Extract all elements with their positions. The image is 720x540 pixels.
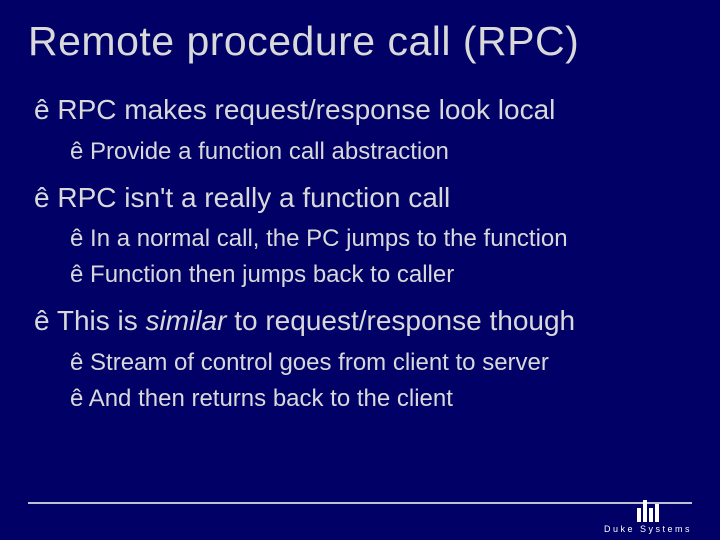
bullet-glyph: ê [70,261,83,288]
section-1: ê RPC makes request/response look local … [28,93,692,167]
bullet-glyph: ê [34,305,50,336]
bullet-text-pre: This is [57,305,146,336]
bullet-text: And then returns back to the client [89,385,453,412]
logo: Duke Systems [604,498,692,534]
bullet-text: Provide a function call abstraction [90,138,449,165]
bullet-glyph: ê [70,138,83,165]
logo-icon [637,498,659,522]
bullet-sub: ê And then returns back to the client [70,384,692,414]
logo-tower [637,508,641,522]
bullet-glyph: ê [70,225,83,252]
bullet-sub: ê Provide a function call abstraction [70,137,692,167]
section-3: ê This is similar to request/response th… [28,304,692,414]
bullet-text-post: to request/response though [226,305,575,336]
logo-tower [649,508,653,522]
bullet-glyph: ê [70,349,83,376]
logo-text: Duke Systems [604,524,692,534]
footer-divider [28,502,692,504]
bullet-sub: ê In a normal call, the PC jumps to the … [70,224,692,254]
bullet-text: RPC makes request/response look local [57,94,555,125]
bullet-text: RPC isn't a really a function call [57,182,450,213]
bullet-text: In a normal call, the PC jumps to the fu… [90,225,568,252]
bullet-sub: ê Stream of control goes from client to … [70,348,692,378]
bullet-main: ê RPC makes request/response look local [34,93,692,127]
bullet-text: Stream of control goes from client to se… [90,349,549,376]
slide: Remote procedure call (RPC) ê RPC makes … [0,0,720,540]
bullet-main: ê This is similar to request/response th… [34,304,692,338]
logo-tower [643,500,647,522]
bullet-glyph: ê [70,385,83,412]
bullet-main: ê RPC isn't a really a function call [34,181,692,215]
bullet-text-italic: similar [146,305,227,336]
bullet-glyph: ê [34,182,50,213]
slide-title: Remote procedure call (RPC) [28,18,692,65]
bullet-text: Function then jumps back to caller [90,261,454,288]
section-2: ê RPC isn't a really a function call ê I… [28,181,692,291]
bullet-glyph: ê [34,94,50,125]
logo-tower [655,504,659,522]
bullet-sub: ê Function then jumps back to caller [70,260,692,290]
